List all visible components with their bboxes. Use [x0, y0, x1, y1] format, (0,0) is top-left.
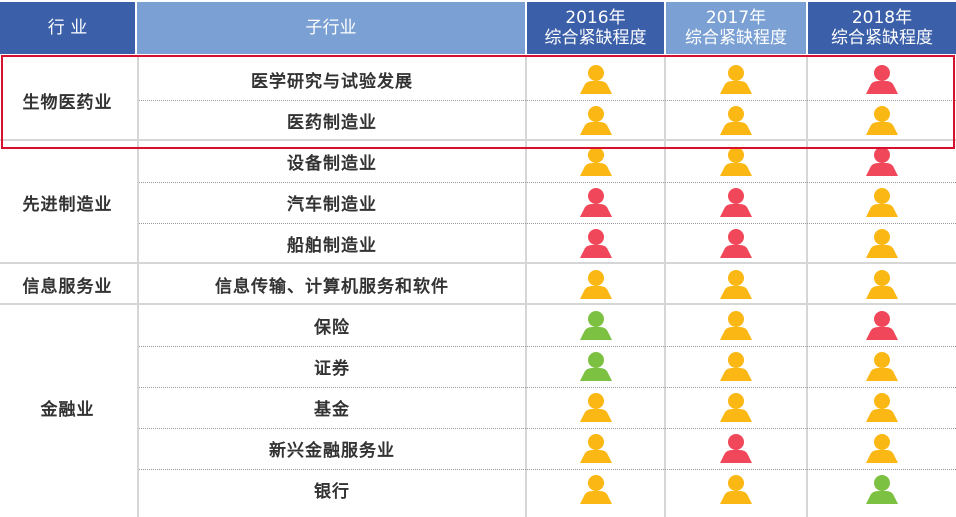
person-icon-green — [864, 474, 900, 506]
person-icon-yellow — [578, 105, 614, 137]
row-divider — [139, 223, 956, 224]
person-icon-yellow — [578, 392, 614, 424]
industry-cell: 金融业 — [40, 400, 95, 420]
sub-industry-cell: 信息传输、计算机服务和软件 — [215, 277, 449, 297]
sub-industry-cell: 证券 — [314, 359, 350, 379]
sub-industry-cell: 船舶制造业 — [287, 236, 377, 256]
row-divider — [139, 469, 956, 470]
person-icon-yellow — [718, 351, 754, 383]
person-icon-yellow — [718, 64, 754, 96]
header-2018: 2018年 综合紧缺程度 — [808, 2, 956, 54]
person-icon-yellow — [718, 392, 754, 424]
row-divider — [139, 100, 956, 101]
person-icon-yellow — [864, 351, 900, 383]
person-icon-yellow — [864, 269, 900, 301]
person-icon-yellow — [864, 228, 900, 260]
header-year: 2017年 — [705, 8, 767, 28]
column-divider — [664, 56, 666, 517]
header-2017: 2017年 综合紧缺程度 — [666, 2, 806, 54]
industry-cell: 生物医药业 — [22, 92, 113, 113]
sub-industry-cell: 医药制造业 — [287, 113, 377, 133]
person-icon-yellow — [578, 474, 614, 506]
column-divider — [525, 56, 527, 517]
person-icon-yellow — [864, 187, 900, 219]
person-icon-yellow — [718, 105, 754, 137]
sub-industry-cell: 保险 — [314, 318, 350, 338]
row-divider — [139, 387, 956, 388]
person-icon-yellow — [718, 269, 754, 301]
group-divider — [0, 303, 956, 305]
header-label: 综合紧缺程度 — [831, 28, 933, 48]
sub-industry-cell: 新兴金融服务业 — [269, 441, 395, 461]
person-icon-yellow — [718, 310, 754, 342]
column-divider — [137, 56, 139, 517]
sub-industry-cell: 设备制造业 — [287, 154, 377, 174]
person-icon-red — [718, 228, 754, 260]
person-icon-red — [864, 64, 900, 96]
header-industry: 行 业 — [0, 2, 135, 54]
header-year: 2016年 — [565, 8, 626, 28]
sub-industry-cell: 汽车制造业 — [287, 195, 377, 215]
person-icon-red — [864, 310, 900, 342]
person-icon-red — [864, 146, 900, 178]
header-label: 综合紧缺程度 — [544, 28, 647, 48]
header-sub-industry: 子行业 — [137, 2, 525, 54]
person-icon-yellow — [578, 433, 614, 465]
person-icon-red — [578, 187, 614, 219]
header-label: 综合紧缺程度 — [685, 28, 787, 48]
row-divider — [139, 428, 956, 429]
row-divider — [139, 346, 956, 347]
header-year: 2018年 — [851, 8, 913, 28]
header-2016: 2016年 综合紧缺程度 — [527, 2, 664, 54]
header-sub-industry-label: 子行业 — [305, 18, 357, 38]
person-icon-green — [578, 351, 614, 383]
column-divider — [806, 56, 808, 517]
person-icon-yellow — [578, 64, 614, 96]
row-divider — [139, 182, 956, 183]
person-icon-yellow — [578, 269, 614, 301]
sub-industry-cell: 基金 — [314, 400, 350, 420]
group-divider — [0, 139, 956, 141]
industry-cell: 先进制造业 — [22, 195, 113, 215]
sub-industry-cell: 银行 — [314, 482, 350, 502]
person-icon-yellow — [864, 392, 900, 424]
person-icon-yellow — [578, 146, 614, 178]
person-icon-red — [718, 433, 754, 465]
industry-cell: 信息服务业 — [22, 277, 113, 297]
group-divider — [0, 262, 956, 264]
header-industry-label: 行 业 — [47, 18, 88, 38]
person-icon-yellow — [864, 105, 900, 137]
person-icon-yellow — [718, 146, 754, 178]
person-icon-green — [578, 310, 614, 342]
person-icon-red — [718, 187, 754, 219]
person-icon-yellow — [864, 433, 900, 465]
sub-industry-cell: 医学研究与试验发展 — [251, 72, 413, 92]
person-icon-yellow — [718, 474, 754, 506]
person-icon-red — [578, 228, 614, 260]
